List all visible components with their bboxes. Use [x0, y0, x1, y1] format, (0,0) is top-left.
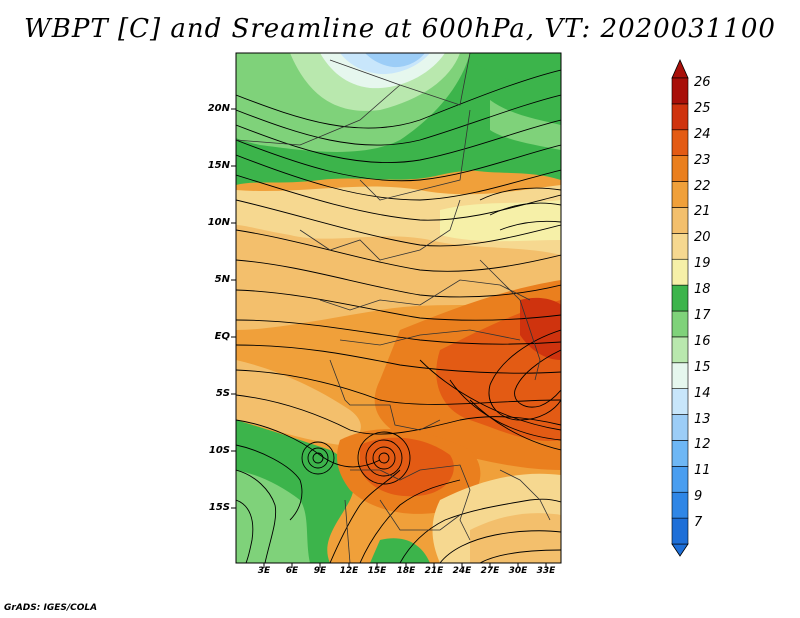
colorbar-swatch	[671, 466, 689, 493]
lon-label: 27E	[480, 566, 500, 576]
colorbar-label: 7	[694, 515, 703, 531]
colorbar-swatch	[671, 103, 689, 131]
colorbar-label: 25	[694, 100, 711, 116]
colorbar-swatch	[671, 414, 689, 441]
map-title: WBPT [C] and Sreamline at 600hPa, VT: 20…	[24, 14, 776, 44]
colorbar-label: 14	[694, 385, 711, 401]
grads-credit: GrADS: IGES/COLA	[4, 603, 98, 613]
lat-label: 5N	[214, 274, 230, 285]
colorbar-label: 17	[694, 308, 711, 323]
colorbar-swatch	[671, 258, 689, 286]
lon-label: 33E	[536, 566, 556, 576]
lon-ticks	[263, 563, 547, 568]
colorbar-swatch	[671, 362, 689, 389]
colorbar	[671, 59, 689, 557]
colorbar-label: 19	[694, 256, 711, 272]
colorbar-label: 22	[694, 178, 711, 194]
colorbar-swatch	[671, 155, 689, 182]
country-borders	[236, 53, 551, 563]
colorbar-label: 11	[694, 463, 711, 479]
colorbar-swatch	[671, 388, 689, 415]
plot-frame	[235, 52, 562, 564]
colorbar-swatch	[671, 440, 689, 467]
colorbar-label: 16	[694, 333, 711, 349]
wbpt-field	[236, 53, 561, 563]
colorbar-swatch	[671, 310, 689, 338]
colorbar-bottom-arrow	[671, 543, 689, 557]
colorbar-swatch	[671, 517, 689, 545]
colorbar-label: 9	[694, 489, 703, 505]
colorbar-swatch	[671, 129, 689, 156]
lat-ticks	[231, 108, 236, 509]
lon-label: 30E	[508, 566, 528, 576]
colorbar-top-arrow	[671, 59, 689, 79]
lon-label: 21E	[424, 566, 444, 576]
lon-label: 18E	[396, 566, 416, 576]
colorbar-label: 12	[694, 437, 711, 453]
lat-label: 10N	[207, 217, 230, 228]
lon-label: 15E	[367, 566, 387, 576]
lon-label: 6E	[285, 566, 299, 576]
lon-label: 9E	[313, 566, 327, 576]
lon-label: 3E	[257, 566, 271, 576]
lat-label: 15N	[207, 160, 230, 171]
colorbar-label: 20	[694, 230, 711, 246]
colorbar-swatch	[671, 336, 689, 364]
lat-label: 10S	[208, 445, 230, 456]
lon-label: 12E	[339, 566, 359, 576]
colorbar-swatch	[671, 284, 689, 312]
colorbar-swatch	[671, 491, 689, 519]
colorbar-label: 13	[694, 411, 711, 427]
colorbar-label: 15	[694, 359, 711, 375]
lat-label: 5S	[215, 388, 230, 399]
colorbar-label: 23	[694, 152, 711, 168]
colorbar-label: 21	[694, 204, 711, 220]
colorbar-swatch	[671, 77, 689, 105]
colorbar-label: 26	[694, 75, 711, 90]
colorbar-swatch	[671, 181, 689, 208]
streamlines	[236, 69, 561, 563]
colorbar-swatch	[671, 233, 689, 260]
lat-label: 15S	[208, 502, 230, 513]
colorbar-swatch	[671, 207, 689, 234]
colorbar-label: 24	[694, 126, 711, 142]
colorbar-label: 18	[694, 282, 711, 298]
lat-label: EQ	[214, 331, 230, 342]
lon-label: 24E	[452, 566, 472, 576]
lat-label: 20N	[207, 103, 230, 114]
